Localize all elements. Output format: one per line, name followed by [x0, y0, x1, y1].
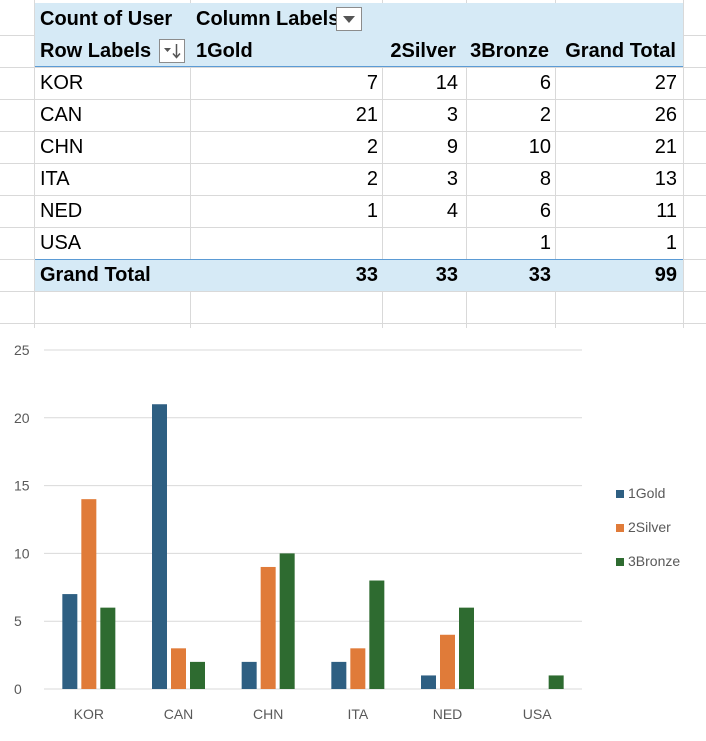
bar-2silver-can [171, 648, 186, 689]
grand-total-silver: 33 [435, 264, 458, 286]
pivot-cell: 11 [656, 200, 677, 222]
legend-swatch-3bronze [616, 558, 624, 566]
bar-3bronze-can [190, 661, 205, 689]
row-label-ned: NED [40, 200, 83, 222]
row-label-can: CAN [40, 104, 83, 126]
pivot-cell: 2 [366, 168, 378, 190]
column-header-grand-total: Grand Total [565, 40, 676, 62]
row-label-kor: KOR [40, 72, 84, 94]
pivot-cell: 21 [355, 104, 378, 126]
sort-filter-icon [164, 44, 181, 59]
pivot-table: Count of User Column Labels Row Labels 1… [35, 3, 683, 291]
pivot-cell: 1 [665, 232, 677, 254]
x-tick-label: NED [433, 706, 463, 722]
x-tick-label: ITA [347, 706, 368, 722]
spreadsheet-grid: Count of User Column Labels Row Labels 1… [0, 0, 706, 328]
medal-count-chart[interactable]: 0 5 10 15 20 25 KOR CAN CHN ITA NED USA 1Gold 2Silver… [0, 328, 706, 736]
pivot-cell: 3 [446, 168, 458, 190]
header-separator [35, 66, 683, 67]
legend-label-1gold: 1Gold [628, 485, 665, 501]
bar-2silver-ita [350, 648, 366, 689]
row-labels-header: Row Labels [40, 40, 152, 62]
grand-total-overall: 99 [654, 264, 677, 286]
bar-2silver-chn [260, 566, 276, 689]
grand-total-gold: 33 [355, 264, 378, 286]
y-tick-label: 5 [14, 613, 22, 629]
row-filter-sort-button[interactable] [159, 39, 185, 63]
legend-label-2silver: 2Silver [628, 519, 671, 535]
grand-total-bronze: 33 [528, 264, 551, 286]
bar-3bronze-ned [459, 607, 474, 689]
pivot-cell: 1 [366, 200, 378, 222]
dropdown-arrow-icon [343, 16, 355, 23]
legend-swatch-2silver [616, 524, 624, 532]
y-tick-label: 0 [14, 681, 22, 697]
grand-total-label: Grand Total [40, 264, 151, 286]
bar-1gold-kor [62, 594, 78, 689]
pivot-cell: 27 [654, 72, 677, 94]
pivot-total-band [35, 259, 683, 291]
pivot-cell: 1 [539, 232, 551, 254]
y-tick-label: 25 [14, 342, 30, 358]
y-tick-label: 15 [14, 478, 30, 494]
total-separator [35, 259, 683, 260]
chart-svg: 0 5 10 15 20 25 KOR CAN CHN ITA NED USA 1Gold 2Silver… [14, 342, 680, 722]
y-tick-label: 10 [14, 545, 30, 561]
column-header-bronze: 3Bronze [470, 40, 549, 62]
pivot-cell [382, 227, 458, 259]
column-labels-header: Column Labels [196, 8, 340, 30]
pivot-cell: 14 [435, 72, 458, 94]
pivot-cell: 2 [366, 136, 378, 158]
legend-swatch-1gold [616, 490, 624, 498]
bar-2silver-ned [440, 634, 455, 689]
bar-1gold-ned [421, 675, 436, 689]
row-label-ita: ITA [40, 168, 70, 190]
bar-2silver-kor [81, 499, 97, 689]
pivot-cell: 13 [654, 168, 677, 190]
x-tick-label: CHN [253, 706, 283, 722]
legend-label-3bronze: 3Bronze [628, 553, 680, 569]
pivot-cell [195, 227, 378, 259]
pivot-cell: 8 [539, 168, 551, 190]
bar-1gold-chn [241, 661, 257, 689]
pivot-cell: 6 [539, 72, 551, 94]
bar-3bronze-kor [100, 607, 116, 689]
pivot-cell: 2 [539, 104, 551, 126]
bar-1gold-ita [331, 661, 347, 689]
x-tick-label: CAN [164, 706, 194, 722]
pivot-cell: 10 [528, 136, 551, 158]
column-header-gold: 1Gold [196, 40, 253, 62]
y-tick-label: 20 [14, 410, 30, 426]
pivot-cell: 26 [654, 104, 677, 126]
pivot-cell: 6 [539, 200, 551, 222]
column-filter-button[interactable] [336, 7, 362, 31]
bar-1gold-can [152, 404, 167, 689]
row-label-chn: CHN [40, 136, 84, 158]
pivot-cell: 21 [654, 136, 677, 158]
bar-3bronze-ita [369, 580, 385, 689]
pivot-cell: 7 [366, 72, 378, 94]
x-tick-label: USA [523, 706, 552, 722]
x-tick-label: KOR [74, 706, 104, 722]
pivot-cell: 3 [446, 104, 458, 126]
bar-3bronze-chn [279, 553, 295, 689]
column-header-silver: 2Silver [390, 40, 456, 62]
bar-3bronze-usa [548, 675, 564, 689]
row-label-usa: USA [40, 232, 82, 254]
pivot-value-field: Count of User [40, 8, 173, 30]
pivot-cell: 9 [446, 136, 458, 158]
pivot-cell: 4 [446, 200, 458, 222]
